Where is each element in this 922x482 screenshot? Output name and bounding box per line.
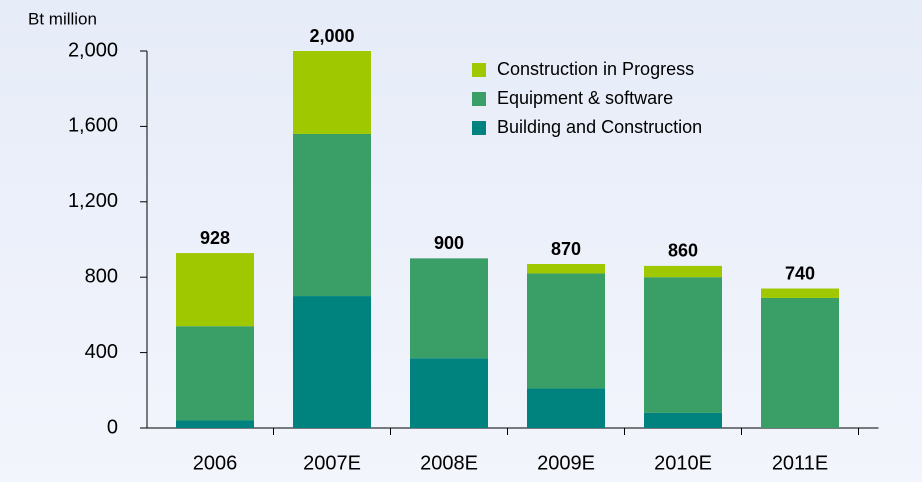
- y-tick-label: 1,200: [68, 190, 118, 212]
- legend-label: Building and Construction: [497, 117, 702, 137]
- x-tick-label: 2008E: [420, 452, 478, 474]
- bar-segment: [293, 296, 371, 428]
- total-label: 860: [668, 241, 698, 261]
- bar-segment: [293, 51, 371, 134]
- y-tick-label: 0: [107, 416, 118, 438]
- y-axis-label: Bt million: [28, 9, 97, 28]
- bar-segment: [644, 265, 722, 278]
- bar-segment: [527, 264, 605, 274]
- legend-swatch: [472, 63, 486, 77]
- bar-segment: [761, 297, 839, 428]
- y-tick-label: 2,000: [68, 39, 118, 61]
- total-label: 900: [434, 233, 464, 253]
- y-tick-label: 400: [85, 341, 118, 363]
- x-tick-label: 2007E: [303, 452, 361, 474]
- bar-segment: [410, 358, 488, 428]
- bar-segment: [644, 277, 722, 413]
- x-tick-label: 2006: [193, 452, 238, 474]
- legend-label: Construction in Progress: [497, 59, 694, 79]
- legend-swatch: [472, 121, 486, 135]
- x-tick-label: 2010E: [654, 452, 712, 474]
- bar-segment: [644, 412, 722, 428]
- y-tick-label: 1,600: [68, 115, 118, 137]
- total-label: 2,000: [309, 26, 354, 46]
- bar-segment: [176, 420, 254, 428]
- bar-segment: [410, 258, 488, 359]
- total-label: 870: [551, 239, 581, 259]
- x-tick-label: 2011E: [772, 452, 828, 474]
- bar-segment: [761, 288, 839, 298]
- legend-label: Equipment & software: [497, 88, 673, 108]
- bar-segment: [293, 133, 371, 297]
- y-tick-label: 800: [85, 265, 118, 287]
- bar-segment: [176, 253, 254, 327]
- x-tick-label: 2009E: [537, 452, 595, 474]
- bar-segment: [527, 388, 605, 428]
- legend-swatch: [472, 92, 486, 106]
- bar-segment: [527, 273, 605, 389]
- bar-segment: [176, 326, 254, 421]
- total-label: 928: [200, 228, 230, 248]
- total-label: 740: [785, 263, 815, 283]
